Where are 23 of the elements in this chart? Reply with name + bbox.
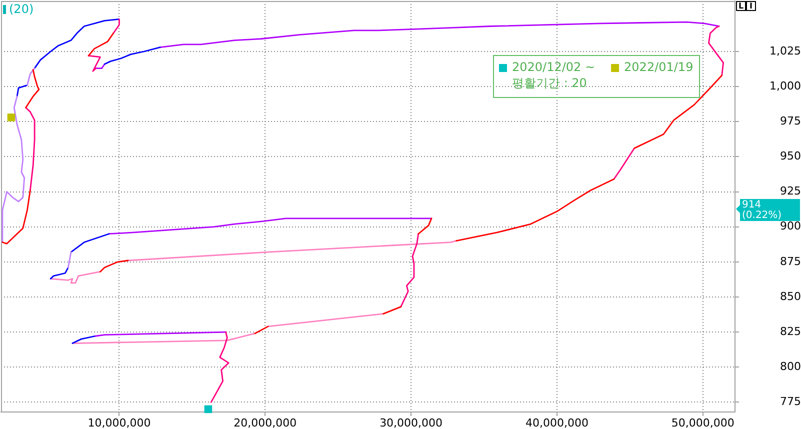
- x-tick-label: 30,000,000: [380, 416, 443, 429]
- x-tick-label: 40,000,000: [525, 416, 588, 429]
- x-tick-label: 10,000,000: [88, 416, 151, 429]
- text: I: [750, 2, 753, 11]
- y-tick-label: 950: [780, 150, 801, 163]
- x-tick-label: 20,000,000: [234, 416, 297, 429]
- y-tick-label: 900: [780, 220, 801, 233]
- y-tick-label: 825: [780, 324, 801, 338]
- text: 914 (0.22%): [742, 200, 782, 222]
- y-tick-label: 975: [780, 114, 801, 128]
- y-tick-label: 775: [780, 395, 801, 408]
- legend-label: 2020/12/02 ~: [512, 60, 596, 74]
- text: L: [738, 2, 744, 11]
- y-tick-label: 800: [780, 360, 801, 373]
- y-tick-label: 925: [780, 184, 801, 198]
- chart-title: (20): [9, 2, 34, 16]
- legend-title: 평활기간 : 20: [512, 76, 587, 90]
- y-tick-label: 850: [780, 290, 801, 303]
- y-tick-label: 1,025: [770, 44, 801, 58]
- y-tick-label: 875: [780, 254, 801, 268]
- y-tick-label: 1,000: [770, 79, 801, 92]
- x-tick-label: 50,000,000: [671, 416, 734, 429]
- legend-label: 2022/01/19: [624, 60, 694, 74]
